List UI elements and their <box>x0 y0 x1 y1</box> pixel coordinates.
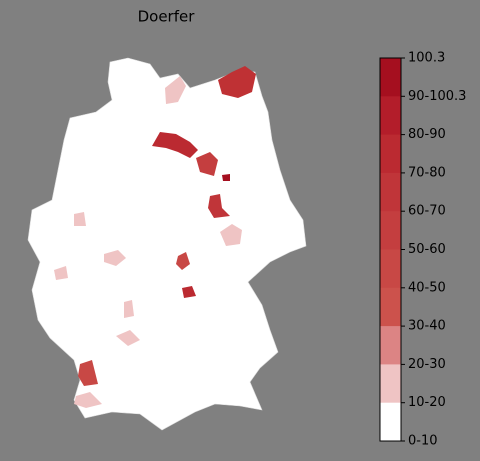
district <box>116 330 140 346</box>
colorbar-label: 30-40 <box>408 319 446 334</box>
district <box>104 250 126 266</box>
colorbar-band <box>380 134 401 174</box>
colorbar-band <box>380 172 401 212</box>
colorbar-band <box>380 58 401 97</box>
colorbar-label: 0-10 <box>408 434 438 449</box>
district <box>208 194 230 218</box>
colorbar-label: 40-50 <box>408 280 446 295</box>
district <box>218 66 256 98</box>
district <box>165 76 186 104</box>
district <box>220 224 242 246</box>
colorbar-label: 20-30 <box>408 357 446 372</box>
colorbar-label: 70-80 <box>408 165 446 180</box>
colorbar-band <box>380 287 401 327</box>
district <box>124 300 134 318</box>
colorbar-label: 60-70 <box>408 204 446 219</box>
colorbar-label: 80-90 <box>408 127 446 142</box>
colorbar: 100.3 90-100.3 80-90 70-80 60-70 50-60 40-50 30… <box>379 51 466 449</box>
colorbar-label: 50-60 <box>408 242 446 257</box>
district <box>176 252 190 270</box>
germany-map <box>27 57 307 431</box>
district <box>54 266 68 280</box>
colorbar-band <box>380 326 401 365</box>
district <box>74 392 102 408</box>
district <box>74 212 86 226</box>
colorbar-label: 10-20 <box>408 395 446 410</box>
country-outline <box>27 57 307 431</box>
colorbar-band <box>380 249 401 289</box>
colorbar-label: 100.3 <box>408 51 445 66</box>
colorbar-band <box>380 364 401 404</box>
colorbar-band <box>380 96 401 136</box>
map-title: Doerfer <box>138 8 196 26</box>
district <box>222 174 230 181</box>
colorbar-label: 90-100.3 <box>408 89 466 104</box>
district <box>196 152 218 176</box>
colorbar-band <box>380 402 401 442</box>
district <box>182 286 196 298</box>
district <box>78 360 98 386</box>
district <box>152 132 198 158</box>
colorbar-band <box>380 211 401 250</box>
